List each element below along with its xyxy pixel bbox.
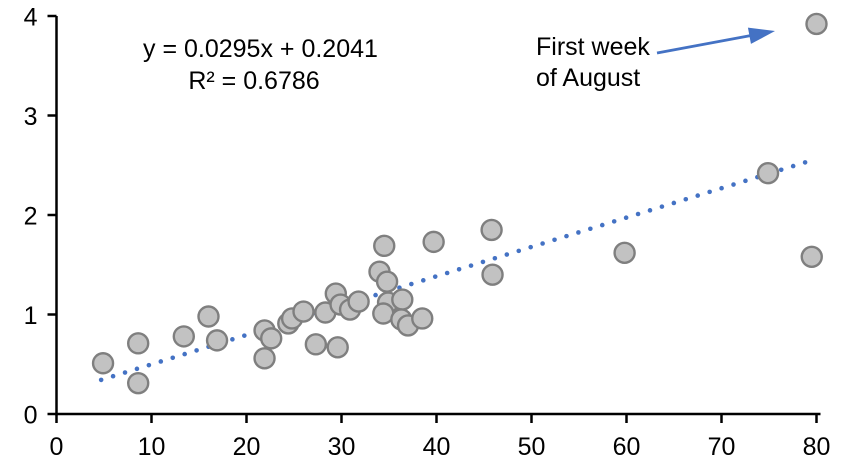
trendline-dot	[456, 267, 462, 272]
trendline-dot	[146, 362, 152, 368]
scatter-point	[613, 241, 636, 265]
x-tick-label: 60	[613, 433, 641, 461]
trendline-dot	[110, 373, 116, 379]
trendline-dot	[778, 167, 784, 173]
trendline-dot	[98, 377, 104, 383]
scatter-point	[391, 288, 414, 311]
trendline-dot	[671, 200, 677, 206]
trendline-dot	[420, 278, 426, 283]
annotation-line-1: First week	[536, 33, 650, 61]
trendline-dot	[647, 208, 653, 213]
trendline-dot	[182, 351, 187, 357]
x-tick-label: 10	[138, 433, 166, 461]
trendline-r-squared: R² = 0.6786	[188, 67, 320, 95]
trendline-dot	[599, 222, 605, 228]
trendline-dot	[611, 219, 617, 224]
x-tick-label: 80	[803, 433, 831, 461]
annotation-line-2: of August	[536, 64, 641, 92]
scatter-point	[805, 12, 828, 36]
trendline-dot	[588, 226, 593, 232]
y-tick-label: 4	[24, 4, 38, 32]
scatter-point	[292, 300, 315, 323]
x-tick-label: 20	[233, 433, 261, 461]
y-tick-label: 3	[24, 103, 38, 131]
x-tick-label: 40	[423, 433, 451, 461]
x-tick-label: 30	[328, 433, 356, 461]
trendline-dot	[444, 270, 450, 276]
scatter-point	[205, 329, 229, 352]
trendline-dot	[432, 274, 438, 279]
trendline-dot	[242, 333, 247, 338]
scatter-point	[411, 307, 434, 330]
x-tick-label: 70	[708, 433, 736, 461]
trendline-dot	[707, 189, 712, 195]
scatter-point	[126, 332, 150, 355]
trendline-dot	[683, 196, 689, 202]
scatter-point	[347, 290, 370, 313]
scatter-point	[197, 305, 220, 328]
trendline-dot	[802, 160, 808, 165]
scatter-point	[172, 325, 196, 348]
trendline-dot	[158, 359, 164, 364]
trendline-dot	[623, 215, 629, 220]
scatter-point	[756, 162, 780, 185]
scatter-point	[260, 327, 283, 350]
trendline-dot	[516, 248, 522, 254]
y-tick-label: 0	[24, 402, 38, 430]
trendline-dot	[230, 337, 235, 342]
trendline-equation-block: y = 0.0295x + 0.2041 R² = 0.6786	[143, 33, 378, 97]
trendline-dot	[564, 233, 569, 239]
scatter-point	[375, 270, 399, 293]
x-tick-label: 50	[518, 433, 546, 461]
trendline-dot	[695, 193, 701, 198]
trendline-dot	[659, 204, 665, 209]
annotation-arrow-head	[747, 27, 775, 44]
y-tick-label: 2	[24, 203, 38, 231]
trendline-dot	[134, 366, 140, 372]
trendline-dot	[122, 370, 128, 375]
trendline-equation: y = 0.0295x + 0.2041	[143, 35, 378, 63]
trendline-dot	[170, 355, 176, 361]
scatter-point	[481, 263, 504, 286]
trendline-dot	[373, 292, 378, 298]
x-tick-label: 0	[50, 433, 64, 461]
scatter-point	[373, 234, 396, 258]
trendline-dot	[540, 241, 545, 246]
trendline-dot	[492, 255, 498, 261]
trendline-dot	[743, 178, 748, 184]
trendline-dot	[409, 281, 414, 287]
trendline-dot	[552, 237, 557, 243]
trendline-dot	[480, 259, 486, 265]
scatter-point	[800, 245, 823, 268]
trendline-dot	[790, 163, 796, 169]
trendline-dot	[194, 348, 199, 353]
trendline-dot	[731, 182, 736, 187]
scatter-point	[91, 352, 115, 375]
trendline-dot	[528, 244, 533, 250]
scatter-point	[304, 333, 328, 356]
y-tick-label: 1	[24, 302, 38, 330]
trendline-dot	[576, 230, 581, 235]
scatter-point	[480, 218, 503, 242]
scatter-point	[326, 336, 349, 359]
scatter-point	[422, 230, 445, 254]
trendline-dot	[468, 263, 474, 268]
trendline-dot	[719, 185, 724, 191]
trendline-dot	[504, 252, 510, 257]
annotation-label: First week of August	[536, 32, 650, 94]
scatter-point	[253, 347, 276, 370]
trendline-dot	[635, 211, 641, 217]
annotation-arrow-line	[656, 33, 753, 55]
scatter-point	[126, 371, 150, 395]
